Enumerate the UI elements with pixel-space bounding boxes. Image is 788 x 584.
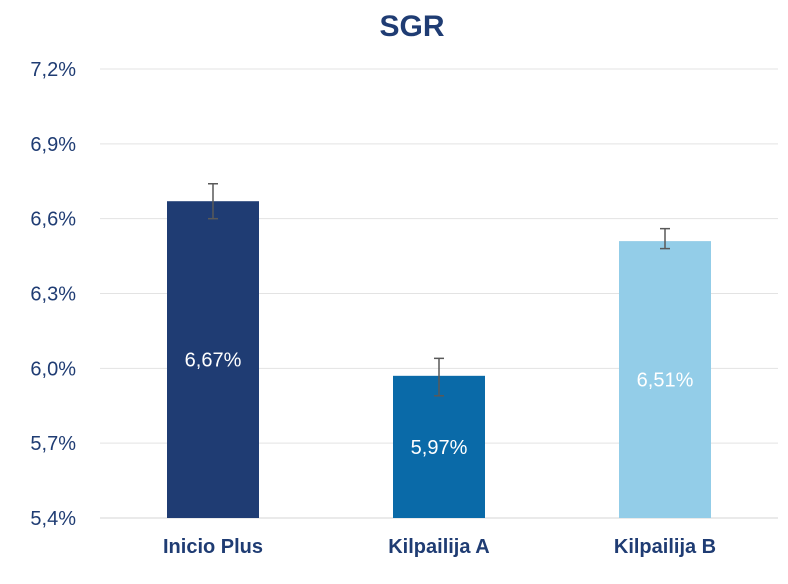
x-tick-label: Kilpailija B	[614, 536, 716, 558]
y-tick-label: 6,6%	[30, 209, 76, 231]
y-axis-tick-labels: 5,4% 5,7% 6,0% 6,3% 6,6% 6,9% 7,2%	[30, 59, 76, 530]
data-label: 5,97%	[411, 437, 468, 459]
bar	[619, 241, 711, 518]
x-tick-label: Kilpailija A	[388, 536, 490, 558]
y-tick-label: 5,4%	[30, 508, 76, 530]
y-tick-label: 6,0%	[30, 358, 76, 380]
y-tick-label: 6,9%	[30, 134, 76, 156]
y-tick-label: 7,2%	[30, 59, 76, 81]
bar	[167, 201, 259, 518]
data-label: 6,51%	[637, 370, 694, 392]
error-bars	[208, 182, 670, 397]
chart-title: SGR	[379, 10, 444, 43]
data-label: 6,67%	[185, 350, 242, 372]
x-axis-tick-labels: Inicio Plus Kilpailija A Kilpailija B	[163, 536, 716, 558]
bars	[167, 201, 711, 518]
data-labels: 6,67% 5,97% 6,51%	[185, 350, 694, 459]
y-tick-label: 5,7%	[30, 433, 76, 455]
y-tick-label: 6,3%	[30, 284, 76, 306]
bar	[393, 375, 485, 518]
x-tick-label: Inicio Plus	[163, 536, 263, 558]
